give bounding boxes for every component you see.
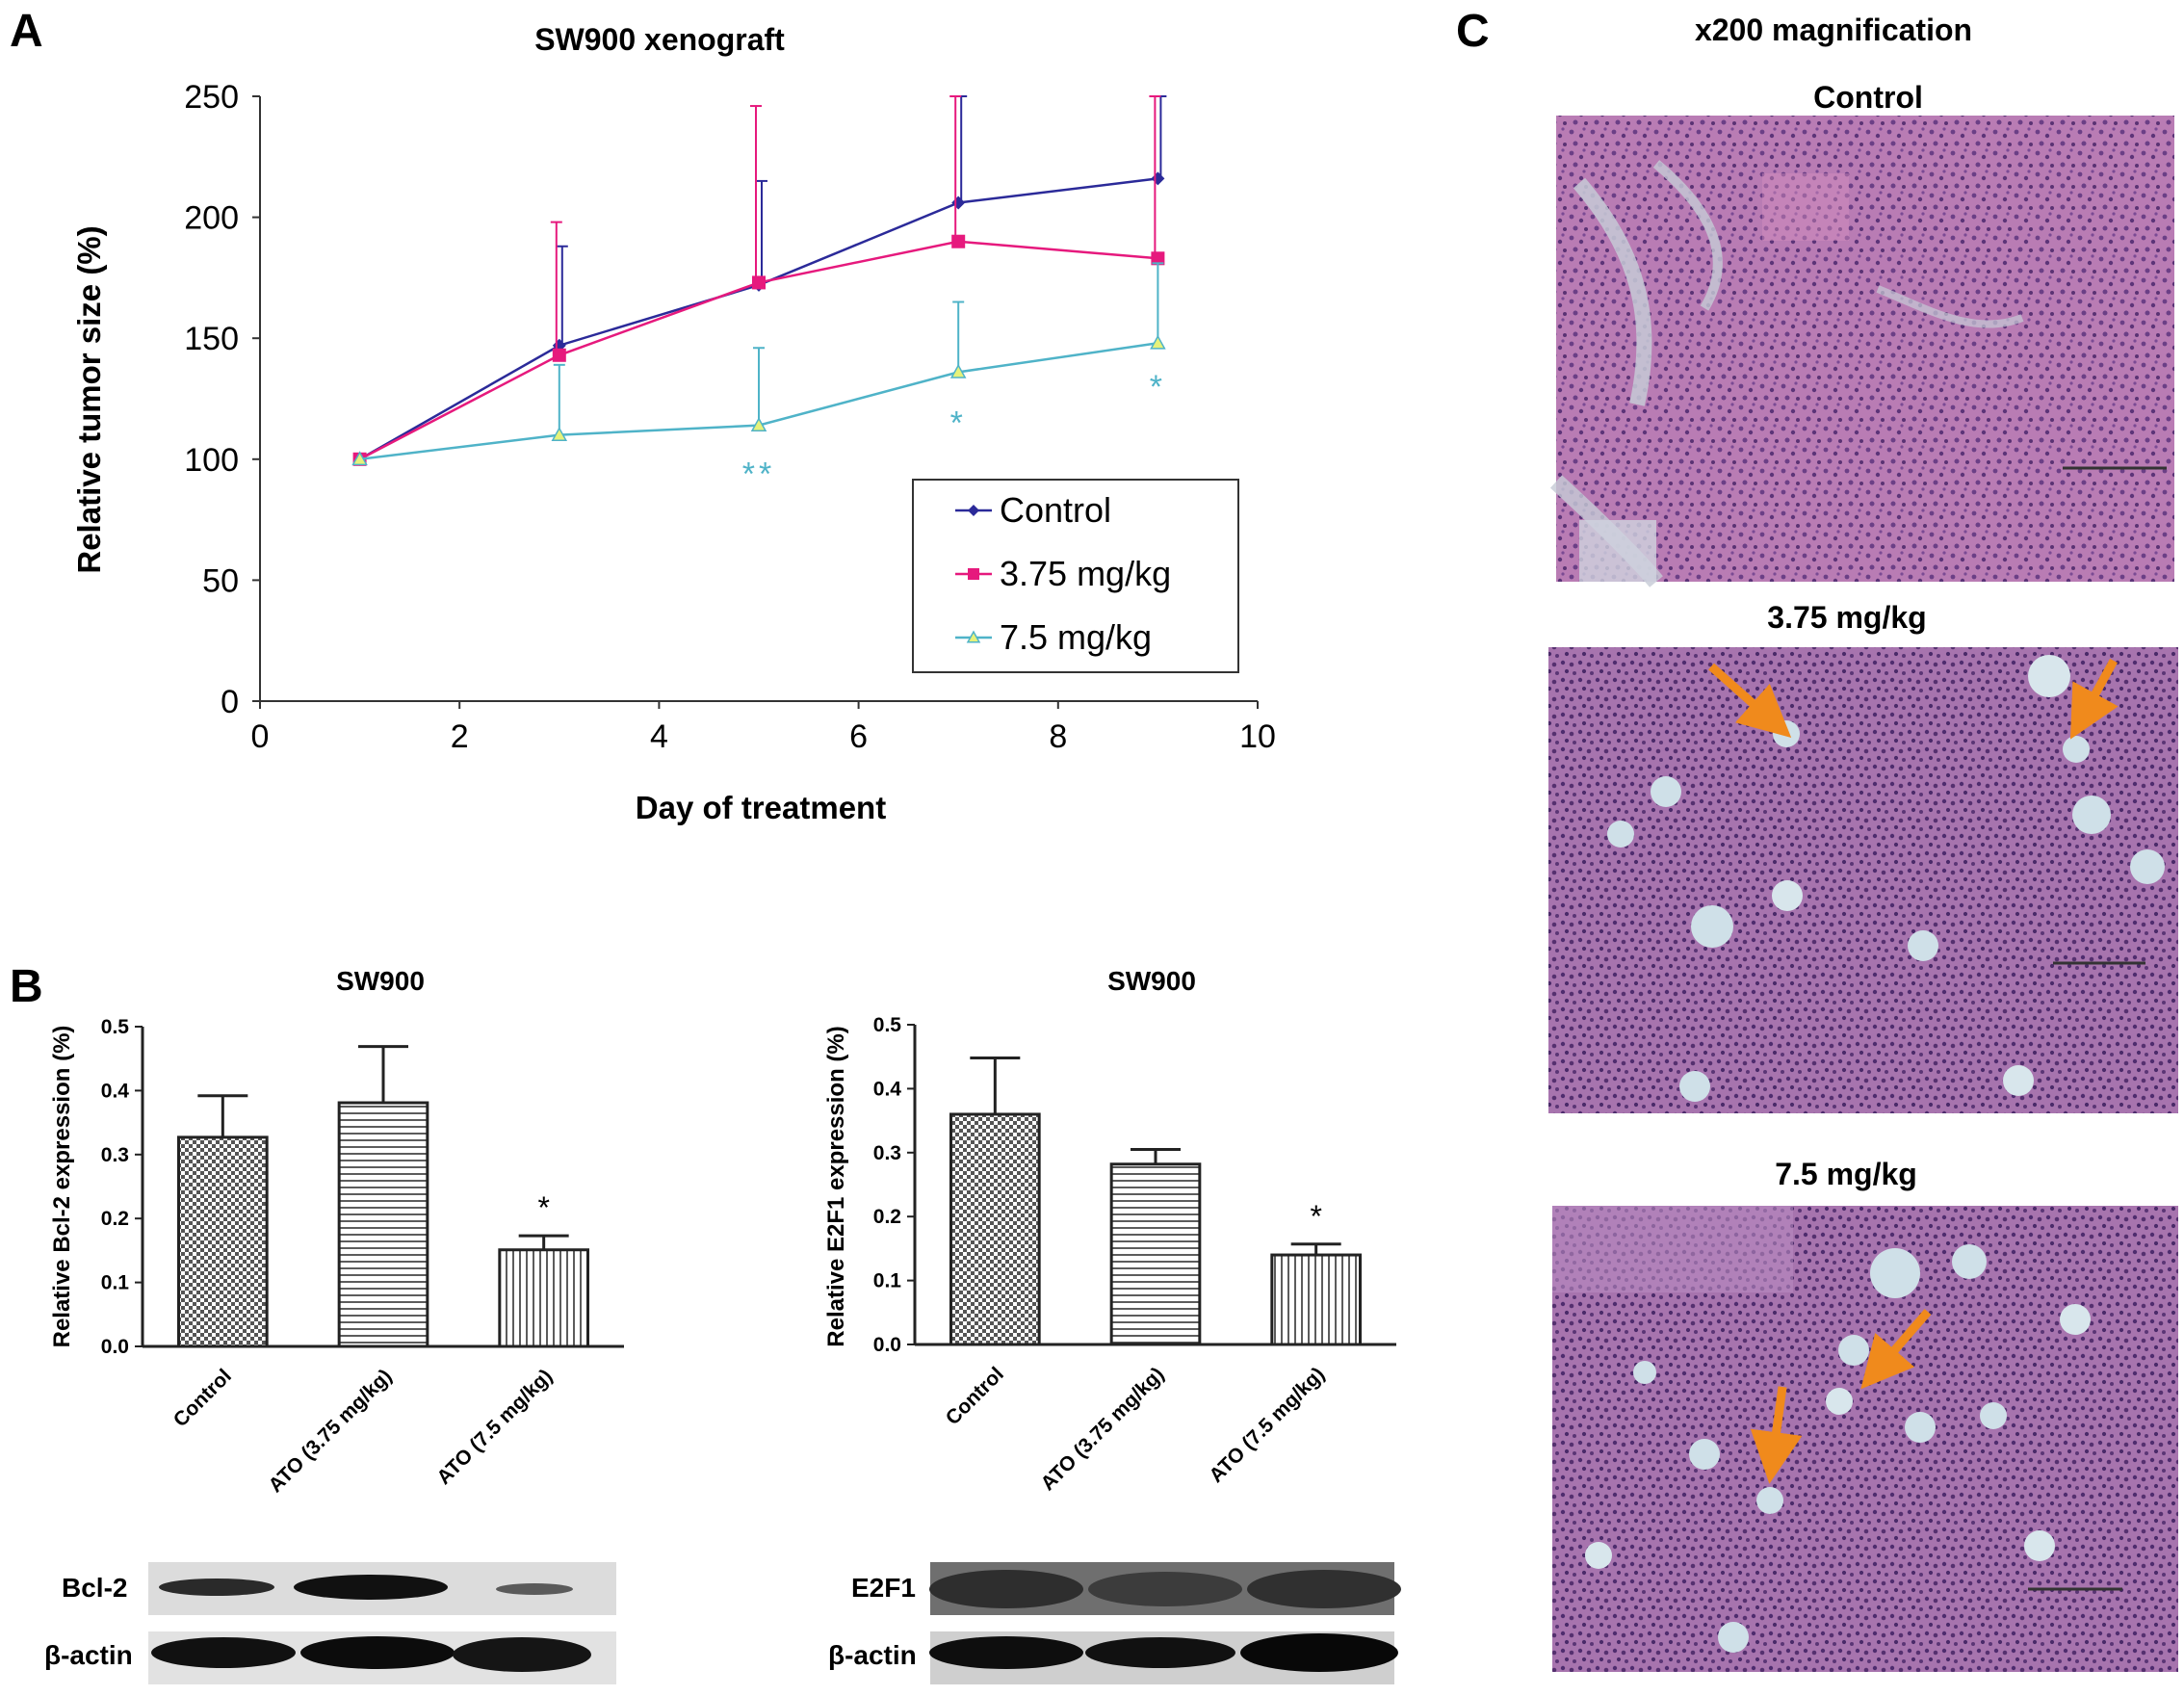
histology-label-7-5: 7.5 mg/kg	[1775, 1157, 1917, 1191]
histology-image-7-5	[1552, 1206, 2178, 1672]
bar	[1109, 1162, 1202, 1346]
histology-image-control	[1549, 116, 2174, 587]
arrow-7-5-2	[1750, 1386, 1803, 1484]
data-point-triangle	[351, 451, 368, 466]
western-blot-right: E2F1 β-actin	[828, 1562, 1401, 1684]
data-point-square	[968, 568, 979, 580]
chart-a-legend: Control 3.75 mg/kg 7.5 mg/kg	[912, 479, 1239, 673]
category-label: ATO (7.5 mg/kg)	[432, 1365, 557, 1489]
chart-b1-y-label: Relative Bcl-2 expression (%)	[49, 1026, 75, 1348]
y-tick-label: 0.2	[101, 1208, 129, 1230]
chart-a-y-label: Relative tumor size (%)	[71, 225, 107, 573]
data-point-triangle	[949, 363, 967, 378]
legend-label: Control	[1000, 490, 1111, 530]
legend-label: 7.5 mg/kg	[1000, 617, 1152, 657]
blot-right-band1-label: E2F1	[851, 1573, 916, 1603]
chart-b1-title: SW900	[336, 966, 425, 996]
significance-label: *	[1310, 1199, 1321, 1234]
category-label: ATO (3.75 mg/kg)	[265, 1365, 397, 1497]
bar	[1270, 1253, 1363, 1346]
histology-label-control: Control	[1813, 80, 1923, 115]
bar	[949, 1112, 1041, 1346]
y-tick-label: 0.1	[873, 1270, 902, 1292]
chart-b2-y-label: Relative E2F1 expression (%)	[823, 1026, 849, 1346]
blot-right-band2-label: β-actin	[828, 1640, 917, 1670]
histology-image-3-75	[1548, 647, 2178, 1113]
chart-a-title: SW900 xenograft	[534, 22, 785, 57]
bar-chart-bcl2: SW900 0.0 0.1 0.2 0.3 0.4 0.5 Control ATO (3.7…	[49, 966, 624, 1497]
data-point-diamond	[951, 196, 966, 210]
histology-label-3-75: 3.75 mg/kg	[1767, 600, 1926, 635]
y-tick-label: 200	[184, 200, 239, 237]
data-point-triangle	[750, 417, 767, 431]
x-tick-label: 6	[849, 718, 868, 755]
data-point-diamond	[968, 505, 979, 516]
data-point-triangle	[1150, 334, 1166, 350]
arrow-3-75-2	[2069, 658, 2119, 740]
legend-label: 3.75 mg/kg	[1000, 554, 1171, 593]
bar	[177, 1135, 269, 1348]
panel-label-a: A	[10, 6, 43, 57]
category-label: ATO (7.5 mg/kg)	[1205, 1363, 1329, 1487]
histology-title: x200 magnification	[1695, 13, 1972, 47]
panel-label-b: B	[10, 961, 43, 1012]
y-tick-label: 0.2	[873, 1206, 901, 1228]
histology-panel: x200 magnification Control 3.75 mg/kg	[1548, 13, 2178, 1672]
y-tick-label: 150	[184, 321, 239, 357]
arrow-7-5-1	[1860, 1309, 1932, 1390]
category-label: Control	[942, 1363, 1008, 1429]
significance-label: *	[537, 1190, 549, 1225]
x-tick-label: 8	[1049, 718, 1067, 755]
bar	[498, 1248, 589, 1348]
x-tick-label: 2	[451, 718, 469, 755]
data-point-triangle	[966, 630, 981, 643]
blot-left-band1-label: Bcl-2	[62, 1573, 127, 1603]
data-point-square	[1151, 251, 1165, 266]
y-tick-label: 50	[202, 562, 239, 599]
y-tick-label: 0.0	[101, 1336, 129, 1358]
data-point-diamond	[1151, 171, 1165, 186]
chart-a-x-label: Day of treatment	[636, 790, 886, 825]
panel-label-c: C	[1456, 6, 1490, 57]
data-point-square	[552, 348, 566, 362]
data-point-triangle	[551, 427, 568, 442]
y-tick-label: 0.4	[873, 1078, 902, 1100]
x-tick-label: 10	[1239, 718, 1276, 755]
y-tick-label: 0.3	[101, 1144, 129, 1166]
bar-chart-e2f1: SW900 0.0 0.1 0.2 0.3 0.4 0.5 Control ATO (3.7…	[823, 966, 1396, 1495]
category-label: ATO (3.75 mg/kg)	[1037, 1363, 1169, 1495]
y-tick-label: 0.1	[101, 1272, 130, 1294]
arrow-3-75-1	[1708, 663, 1792, 738]
y-tick-label: 0.3	[873, 1142, 901, 1164]
category-label: Control	[169, 1365, 236, 1431]
significance-label: *	[950, 405, 967, 442]
y-tick-label: 0	[221, 684, 239, 720]
bar	[337, 1101, 429, 1348]
y-tick-label: 0.5	[101, 1016, 130, 1038]
chart-b2-title: SW900	[1107, 966, 1196, 996]
significance-label: **	[742, 456, 775, 492]
x-tick-label: 4	[650, 718, 668, 755]
data-point-square	[752, 275, 766, 290]
western-blot-left: Bcl-2 β-actin	[44, 1562, 616, 1684]
y-tick-label: 0.4	[101, 1080, 130, 1102]
data-point-square	[951, 234, 966, 248]
x-tick-label: 0	[251, 718, 270, 755]
y-tick-label: 0.0	[873, 1334, 901, 1356]
significance-label: *	[1150, 369, 1166, 405]
y-tick-label: 250	[184, 79, 239, 116]
y-tick-label: 100	[184, 442, 239, 479]
blot-left-band2-label: β-actin	[44, 1640, 133, 1670]
y-tick-label: 0.5	[873, 1014, 902, 1036]
